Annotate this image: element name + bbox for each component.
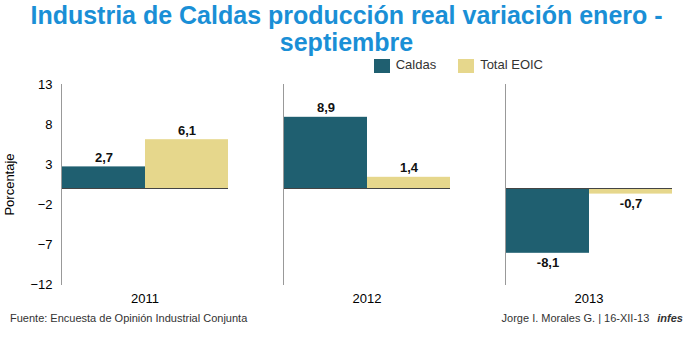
svg-text:Porcentaje: Porcentaje [2,153,17,215]
svg-text:8: 8 [45,117,52,132]
svg-text:−12: −12 [30,277,52,292]
svg-text:2013: 2013 [575,291,604,306]
svg-text:1,4: 1,4 [400,160,419,175]
svg-text:2011: 2011 [131,291,159,306]
svg-text:13: 13 [38,77,52,92]
html-text:Total EOIC: Total EOIC [480,57,543,73]
svg-text:3: 3 [45,157,52,172]
html-text:Fuente: Encuesta de Opinión In: Fuente: Encuesta de Opinión Industrial C… [10,312,248,324]
svg-text:2,7: 2,7 [95,150,113,165]
svg-text:2012: 2012 [353,291,382,306]
html-text:Caldas: Caldas [395,57,437,73]
svg-text:−2: −2 [38,197,53,212]
svg-text:−7: −7 [38,237,53,252]
svg-text:8,9: 8,9 [317,100,335,115]
svg-text:6,1: 6,1 [178,123,196,138]
html-text:Jorge I. Morales G. | 16-XII-1: Jorge I. Morales G. | 16-XII-13 [501,312,650,324]
svg-text:-8,1: -8,1 [537,255,559,270]
svg-text:-0,7: -0,7 [620,196,642,211]
html-text:Industria de Caldas producción: Industria de Caldas producción real vari… [30,1,663,56]
html-text:infes: infes [657,312,683,324]
